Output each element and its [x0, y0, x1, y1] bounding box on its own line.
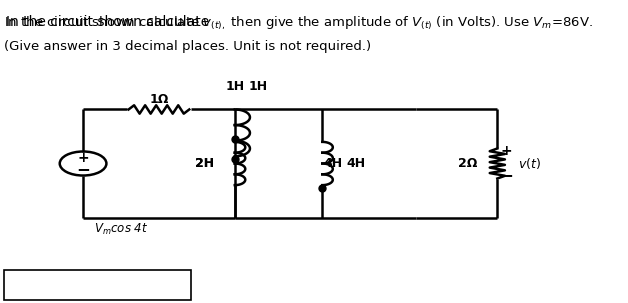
Text: $v(t)$: $v(t)$ — [517, 156, 541, 171]
Text: 1H: 1H — [225, 80, 244, 93]
Text: In the circuit shown calculate: In the circuit shown calculate — [6, 15, 214, 29]
Text: 1H: 1H — [249, 80, 268, 93]
Text: (Give answer in 3 decimal places. Unit is not required.): (Give answer in 3 decimal places. Unit i… — [4, 40, 371, 53]
Text: $V_m$cos 4$t$: $V_m$cos 4$t$ — [94, 222, 148, 237]
Text: +: + — [77, 151, 89, 165]
Text: +: + — [501, 145, 512, 158]
Text: −: − — [76, 161, 90, 178]
Text: 4H: 4H — [347, 157, 366, 170]
Text: 2H: 2H — [195, 157, 214, 170]
Text: 1Ω: 1Ω — [149, 93, 168, 106]
Text: 2H: 2H — [195, 157, 214, 170]
Text: −: − — [499, 167, 513, 185]
Text: 4H: 4H — [323, 157, 343, 170]
Text: 2Ω: 2Ω — [458, 157, 477, 170]
FancyBboxPatch shape — [4, 270, 191, 300]
Text: In the circuit shown calculate $v_{(t),}$ then give the amplitude of $V_{(t)}$ (: In the circuit shown calculate $v_{(t),}… — [4, 15, 593, 32]
